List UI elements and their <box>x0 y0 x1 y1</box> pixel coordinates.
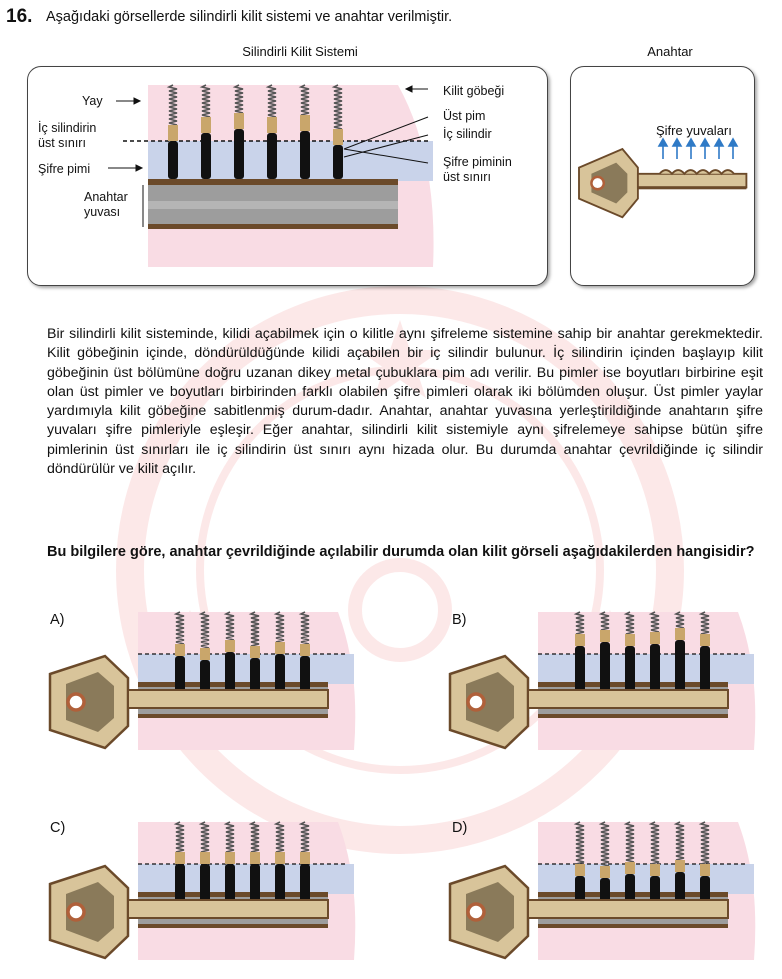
option-a-letter[interactable]: A) <box>50 612 65 628</box>
option-b-letter[interactable]: B) <box>452 612 467 628</box>
label-ic-silindir-siniri-1: İç silindirin <box>38 121 97 135</box>
option-c-letter[interactable]: C) <box>50 820 66 836</box>
label-ic-silindir-siniri-2: üst sınırı <box>38 136 86 150</box>
lock-system-panel <box>27 66 548 286</box>
label-ic-silindir: İç silindir <box>443 127 492 141</box>
label-yay: Yay <box>82 94 103 108</box>
info-paragraph: Bir silindirli kilit sisteminde, kilidi … <box>47 326 763 478</box>
label-sifre-sinir-2: üst sınırı <box>443 170 491 184</box>
question-text: Aşağıdaki görsellerde silindirli kilit s… <box>46 9 453 25</box>
label-sifre-sinir-1: Şifre piminin <box>443 155 512 169</box>
label-sifre-yuvalari: Şifre yuvaları <box>656 123 732 138</box>
label-anahtar-yuvasi-2: yuvası <box>84 205 121 219</box>
option-d-image[interactable] <box>448 820 768 970</box>
option-d-letter[interactable]: D) <box>452 820 468 836</box>
key-diagram <box>578 137 748 219</box>
label-anahtar-yuvasi-1: Anahtar <box>84 190 128 204</box>
lock-system-diagram <box>108 84 434 267</box>
question-prompt: Bu bilgilere göre, anahtar çevrildiğinde… <box>47 544 755 560</box>
option-c-image[interactable] <box>48 820 368 970</box>
option-a-image[interactable] <box>48 610 368 760</box>
label-kilit-gobegi: Kilit göbeği <box>443 84 505 98</box>
key-caption: Anahtar <box>647 44 693 59</box>
lock-caption: Silindirli Kilit Sistemi <box>242 44 358 59</box>
option-b-image[interactable] <box>448 610 768 760</box>
key-panel <box>570 66 755 286</box>
label-ust-pim: Üst pim <box>443 109 486 123</box>
label-sifre-pimi: Şifre pimi <box>38 162 91 176</box>
question-number: 16. <box>6 6 33 27</box>
